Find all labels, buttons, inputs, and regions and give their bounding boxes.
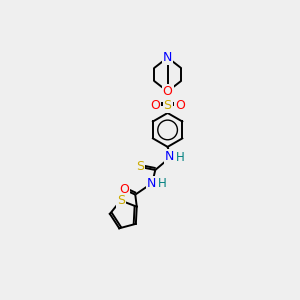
- Text: O: O: [163, 85, 172, 98]
- Text: N: N: [163, 51, 172, 64]
- Text: S: S: [117, 194, 125, 207]
- Text: N: N: [147, 177, 156, 190]
- Text: O: O: [119, 183, 129, 196]
- Text: S: S: [136, 160, 144, 173]
- Text: S: S: [164, 99, 172, 112]
- Text: O: O: [150, 99, 160, 112]
- Text: H: H: [176, 151, 185, 164]
- Text: O: O: [175, 99, 185, 112]
- Text: N: N: [165, 150, 175, 164]
- Text: H: H: [158, 177, 166, 190]
